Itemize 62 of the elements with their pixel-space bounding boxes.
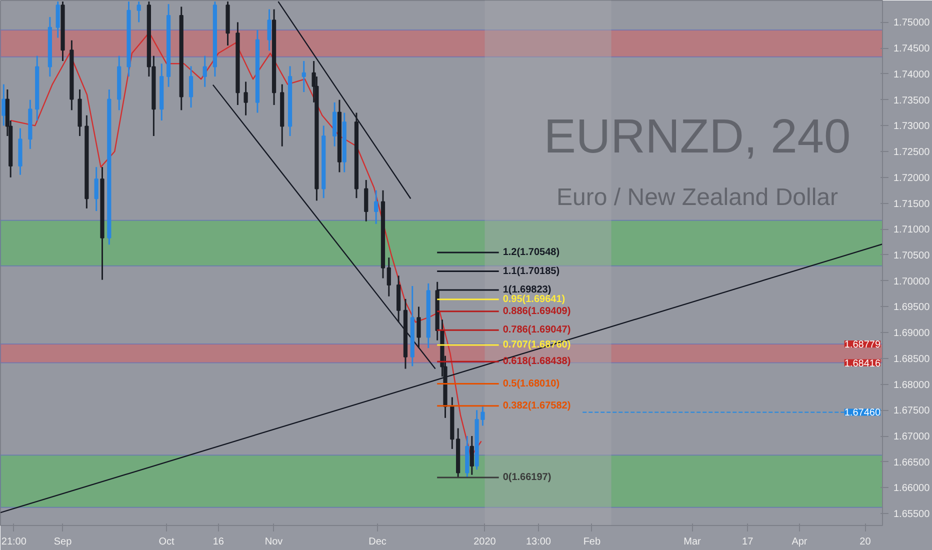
y-tick-label: 1.68500 bbox=[894, 354, 930, 365]
ref-line-label: 0(1.66197) bbox=[502, 472, 552, 484]
candlestick bbox=[202, 55, 207, 88]
y-tick-label: 1.72000 bbox=[894, 172, 930, 184]
x-tick-label: 17 bbox=[742, 536, 754, 548]
candlestick bbox=[94, 166, 98, 212]
candlestick bbox=[188, 65, 194, 108]
y-tick-label: 1.71500 bbox=[894, 198, 930, 210]
candlestick bbox=[480, 405, 485, 426]
ref-line-label: 1.1(1.70185) bbox=[502, 266, 560, 277]
y-tick-label: 1.74000 bbox=[894, 69, 930, 80]
candlestick bbox=[374, 190, 378, 225]
x-tick-label: Apr bbox=[792, 536, 808, 548]
candlestick bbox=[470, 435, 474, 476]
y-tick-label: 1.72500 bbox=[894, 147, 930, 158]
candlestick bbox=[386, 256, 391, 298]
x-tick-label: Feb bbox=[583, 536, 602, 548]
candlestick bbox=[136, 0, 141, 23]
y-tick-label: 1.70500 bbox=[894, 250, 930, 262]
x-tick-label: Sep bbox=[54, 536, 72, 548]
ref-line-label: 1.2(1.70548) bbox=[502, 247, 560, 258]
y-tick-label: 1.73500 bbox=[894, 95, 930, 106]
y-tick-label: 1.69500 bbox=[894, 302, 930, 314]
x-tick-label: Mar bbox=[684, 536, 702, 548]
y-tick-label: 1.67500 bbox=[894, 406, 930, 417]
y-tick-label: 1.74500 bbox=[894, 44, 930, 55]
x-tick-label: 21:00 bbox=[1, 536, 27, 548]
candlestick bbox=[416, 306, 421, 349]
ref-line-label: 0.618(1.68438) bbox=[502, 356, 571, 368]
x-tick-label: Oct bbox=[158, 536, 175, 548]
candlestick bbox=[56, 0, 60, 38]
x-tick-label: 16 bbox=[212, 536, 224, 548]
candlestick bbox=[332, 102, 337, 148]
ref-line-label: 0.5(1.68010) bbox=[502, 378, 560, 390]
y-tick-label: 1.69000 bbox=[894, 328, 930, 340]
x-tick-label: Dec bbox=[368, 536, 386, 548]
x-tick-label: 2020 bbox=[474, 536, 496, 548]
y-tick-label: 1.66500 bbox=[894, 457, 930, 468]
candlestick bbox=[364, 179, 368, 222]
y-tick-label: 1.71000 bbox=[894, 224, 930, 236]
x-tick-label: 13:00 bbox=[526, 536, 552, 548]
y-tick-label: 1.75000 bbox=[894, 18, 930, 29]
ref-line-label: 0.886(1.69409) bbox=[502, 306, 571, 317]
candlestick bbox=[267, 8, 272, 52]
candlestick bbox=[2, 84, 6, 126]
y-tick-label: 1.65500 bbox=[894, 509, 930, 520]
y-tick-label: 1.70000 bbox=[894, 276, 930, 288]
y-tick-label: 1.73000 bbox=[894, 121, 930, 132]
annotation: 1.68779 bbox=[844, 340, 881, 350]
ref-line-label: 1(1.69823) bbox=[502, 284, 552, 296]
candlestick bbox=[244, 80, 248, 116]
ref-line-label: 1.67460 bbox=[844, 408, 881, 419]
ref-line-label: 0.95(1.69641) bbox=[502, 294, 566, 305]
annotation: 1.68416 bbox=[844, 358, 881, 370]
x-tick-label: 20 bbox=[860, 536, 872, 548]
ref-line-label: 0.382(1.67582) bbox=[502, 400, 571, 412]
ref-line-label: 0.786(1.69047) bbox=[502, 324, 571, 336]
x-tick-label: Nov bbox=[264, 536, 283, 548]
candlestick bbox=[302, 60, 306, 93]
y-tick-label: 1.68000 bbox=[894, 380, 930, 391]
y-tick-label: 1.66000 bbox=[894, 483, 930, 494]
y-tick-label: 1.67000 bbox=[894, 432, 930, 443]
